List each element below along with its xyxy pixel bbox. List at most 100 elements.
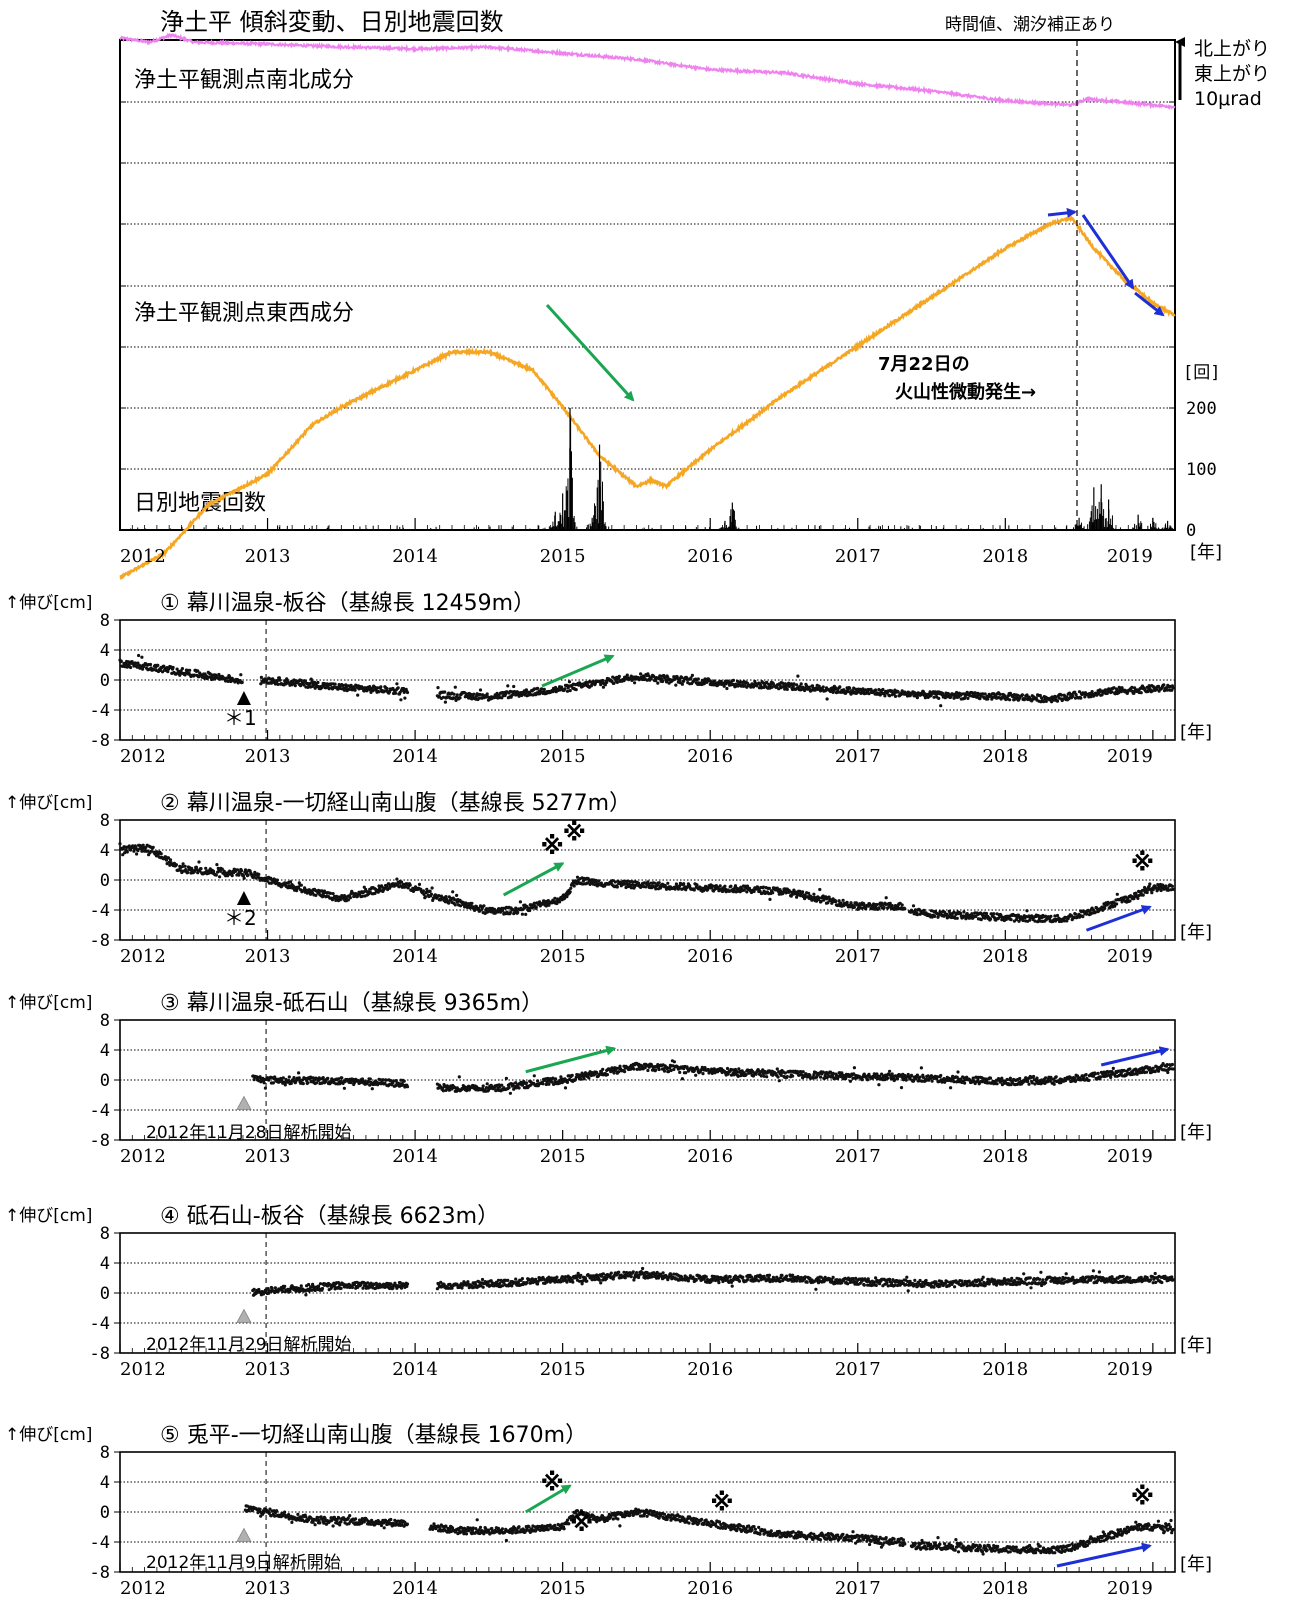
data-point: [848, 1079, 853, 1083]
data-point: [268, 677, 272, 681]
data-point: [524, 1081, 529, 1085]
data-point: [809, 688, 813, 693]
data-point: [129, 665, 133, 670]
data-point: [603, 683, 608, 687]
data-point: [453, 903, 457, 907]
data-point: [845, 900, 849, 905]
data-point: [403, 696, 407, 700]
data-point: [470, 901, 474, 905]
data-point: [724, 682, 728, 686]
blue-arrow: [1047, 207, 1077, 218]
data-point: [220, 867, 224, 871]
data-point: [1171, 686, 1175, 690]
data-point: [330, 1077, 334, 1081]
panel-ytick-label: -4: [90, 1101, 110, 1121]
data-point: [447, 901, 451, 905]
data-point: [545, 1080, 549, 1084]
data-point: [922, 908, 926, 912]
event-label-line1: 7月22日の: [878, 354, 970, 375]
panel-ylabel: ↑伸び[cm]: [5, 593, 92, 613]
data-point: [565, 1080, 570, 1084]
baseline-panel-3: ↑伸び[cm] ③ 幕川温泉-砥石山（基線長 9365m） 8 4 0 -4 -8 2012 2…: [5, 991, 1212, 1167]
data-point: [1150, 891, 1154, 895]
panel-year-label: 2016: [687, 946, 733, 967]
data-point: [973, 691, 977, 695]
data-point: [276, 682, 280, 687]
data-point: [825, 697, 829, 701]
data-point: [915, 696, 920, 700]
data-point: [572, 884, 576, 888]
data-point: [1115, 902, 1119, 906]
data-point: [403, 885, 408, 889]
data-point: [392, 1079, 396, 1083]
data-point: [1128, 899, 1132, 903]
top-year-label: 2013: [245, 546, 291, 567]
data-point: [821, 685, 825, 689]
data-point: [381, 1078, 385, 1082]
data-point: [1054, 695, 1058, 700]
panel-year-label: 2012: [120, 1146, 166, 1167]
data-point: [269, 881, 273, 885]
data-point: [569, 886, 573, 890]
data-point: [605, 680, 609, 685]
panel-year-label: 2012: [120, 746, 166, 767]
data-point: [287, 1075, 291, 1079]
data-point: [396, 686, 400, 690]
data-point: [226, 874, 230, 878]
data-point: [1146, 888, 1150, 892]
data-point: [458, 696, 462, 700]
data-point: [310, 680, 314, 684]
panel-year-label: 2019: [1107, 746, 1153, 767]
data-point: [818, 1075, 823, 1079]
data-point: [199, 867, 203, 871]
panel-ytick-label: 8: [100, 811, 110, 831]
data-point: [911, 904, 916, 908]
data-point: [532, 901, 536, 905]
data-point: [1074, 693, 1078, 697]
data-point: [320, 1081, 324, 1085]
data-point: [1093, 910, 1097, 914]
data-point: [694, 1073, 698, 1077]
data-point: [123, 851, 127, 855]
data-point: [550, 1080, 554, 1084]
data-point: [1071, 694, 1075, 699]
data-point: [682, 882, 686, 886]
data-point: [949, 695, 953, 699]
data-point: [695, 883, 699, 887]
data-point: [303, 886, 307, 890]
data-point: [331, 892, 335, 896]
data-point: [784, 891, 788, 895]
data-point: [558, 900, 562, 904]
panel-ylabel: ↑伸び[cm]: [5, 993, 92, 1013]
data-point: [262, 1081, 266, 1085]
data-point: [785, 687, 789, 692]
data-point: [320, 889, 324, 893]
data-point: [171, 665, 175, 670]
data-point: [587, 1076, 591, 1080]
data-point: [376, 890, 380, 894]
data-point: [1170, 884, 1174, 888]
data-point: [1008, 698, 1012, 702]
data-point: [119, 659, 123, 663]
top-frame: [119, 39, 1176, 531]
data-point: [807, 891, 811, 895]
top-year-label: 2015: [540, 546, 586, 567]
data-point: [1018, 1076, 1022, 1081]
data-point: [625, 882, 629, 886]
panel-dots: [118, 842, 1175, 924]
data-point: [652, 674, 656, 679]
data-point: [752, 889, 756, 894]
data-point: [297, 1071, 301, 1075]
data-point: [417, 882, 422, 887]
panel-dots: [118, 653, 1175, 708]
data-point: [399, 880, 404, 884]
data-point: [597, 879, 601, 883]
data-point: [826, 901, 830, 905]
data-point: [565, 895, 569, 899]
panel-ytick-label: 4: [100, 641, 110, 661]
legend-east-up: 東上がり: [1194, 63, 1270, 85]
top-year-label: 2018: [982, 546, 1028, 567]
data-point: [484, 1086, 489, 1090]
data-point: [511, 692, 515, 697]
panel-ytick-label: 4: [100, 1041, 110, 1061]
